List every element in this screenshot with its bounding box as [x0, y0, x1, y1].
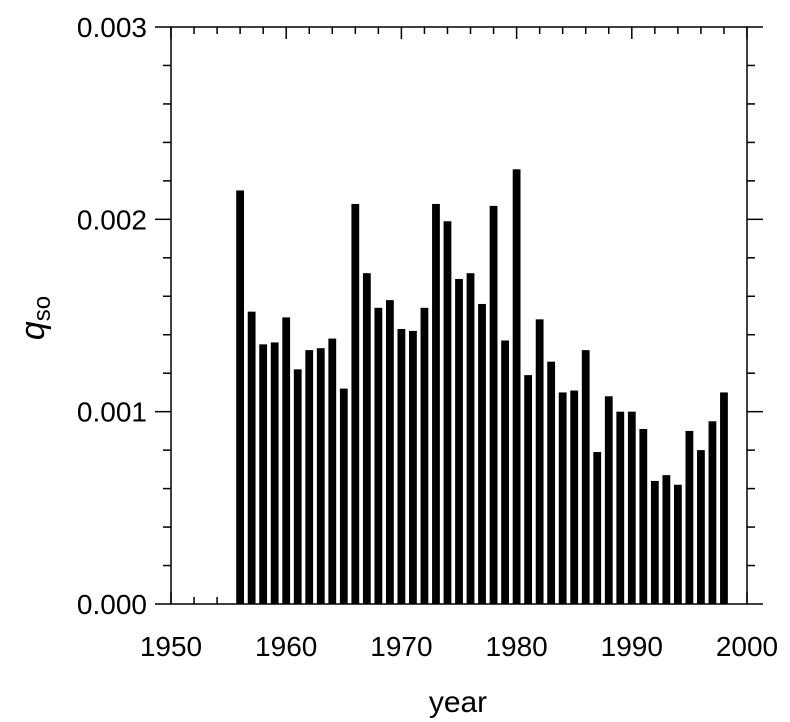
bar-1965 [339, 388, 348, 604]
bar-1968 [374, 307, 383, 604]
bar-1972 [420, 307, 429, 604]
bar-1987 [593, 452, 602, 604]
bar-1959 [270, 342, 279, 604]
bar-1992 [650, 480, 659, 604]
plot-frame [170, 26, 748, 605]
x-tick-label-2000: 2000 [716, 631, 778, 662]
x-tick-label-1950: 1950 [140, 631, 202, 662]
y-axis-title: qso [14, 296, 56, 340]
bar-1991 [639, 428, 648, 604]
bar-1956 [236, 190, 245, 605]
bar-1976 [466, 273, 475, 604]
bar-1971 [409, 330, 417, 604]
bar-1989 [616, 411, 625, 604]
bar-1980 [512, 169, 521, 604]
bars-group [236, 169, 728, 605]
bar-1969 [385, 300, 394, 604]
bar-1993 [662, 475, 671, 604]
bar-1970 [397, 328, 406, 604]
bar-1994 [673, 484, 682, 604]
bar-1961 [293, 369, 302, 604]
bar-1990 [627, 411, 636, 604]
bar-1982 [535, 319, 544, 604]
bar-1957 [247, 311, 256, 604]
y-tick-label-0.000: 0.000 [77, 589, 147, 620]
bar-1966 [351, 203, 360, 604]
bar-1978 [489, 205, 498, 604]
bar-1973 [432, 203, 440, 604]
bar-1977 [478, 303, 486, 604]
x-axis-title: year [429, 686, 487, 719]
bar-1960 [282, 317, 291, 604]
x-tick-label-1970: 1970 [370, 631, 432, 662]
bar-1964 [328, 338, 337, 604]
bar-1986 [581, 350, 590, 604]
bar-1979 [501, 340, 509, 604]
bar-1996 [697, 450, 705, 604]
bar-1974 [443, 221, 452, 604]
bar-1998 [720, 392, 728, 604]
bar-1981 [524, 375, 533, 604]
bar-1975 [455, 278, 463, 604]
x-tick-label-1960: 1960 [255, 631, 317, 662]
bar-1958 [259, 344, 268, 604]
bar-1995 [685, 430, 694, 604]
ticks-group [155, 26, 763, 605]
tick-labels-group: 1950 1960 1970 1980 1990 2000 0.000 0.001 0.002 0… [77, 12, 778, 662]
x-tick-label-1990: 1990 [601, 631, 663, 662]
bar-1983 [547, 361, 556, 604]
y-tick-label-0.003: 0.003 [77, 12, 147, 43]
bar-1967 [362, 273, 371, 604]
bar-1997 [708, 421, 717, 604]
y-axis-subscript: so [29, 296, 56, 321]
bar-1984 [558, 392, 567, 604]
y-tick-label-0.001: 0.001 [77, 397, 147, 428]
y-tick-label-0.002: 0.002 [77, 204, 147, 235]
bar-1985 [570, 390, 579, 604]
y-axis-symbol: q [14, 321, 52, 340]
bar-1963 [316, 348, 325, 604]
bar-1988 [604, 396, 613, 604]
bar-1962 [305, 350, 314, 604]
x-tick-label-1980: 1980 [485, 631, 547, 662]
